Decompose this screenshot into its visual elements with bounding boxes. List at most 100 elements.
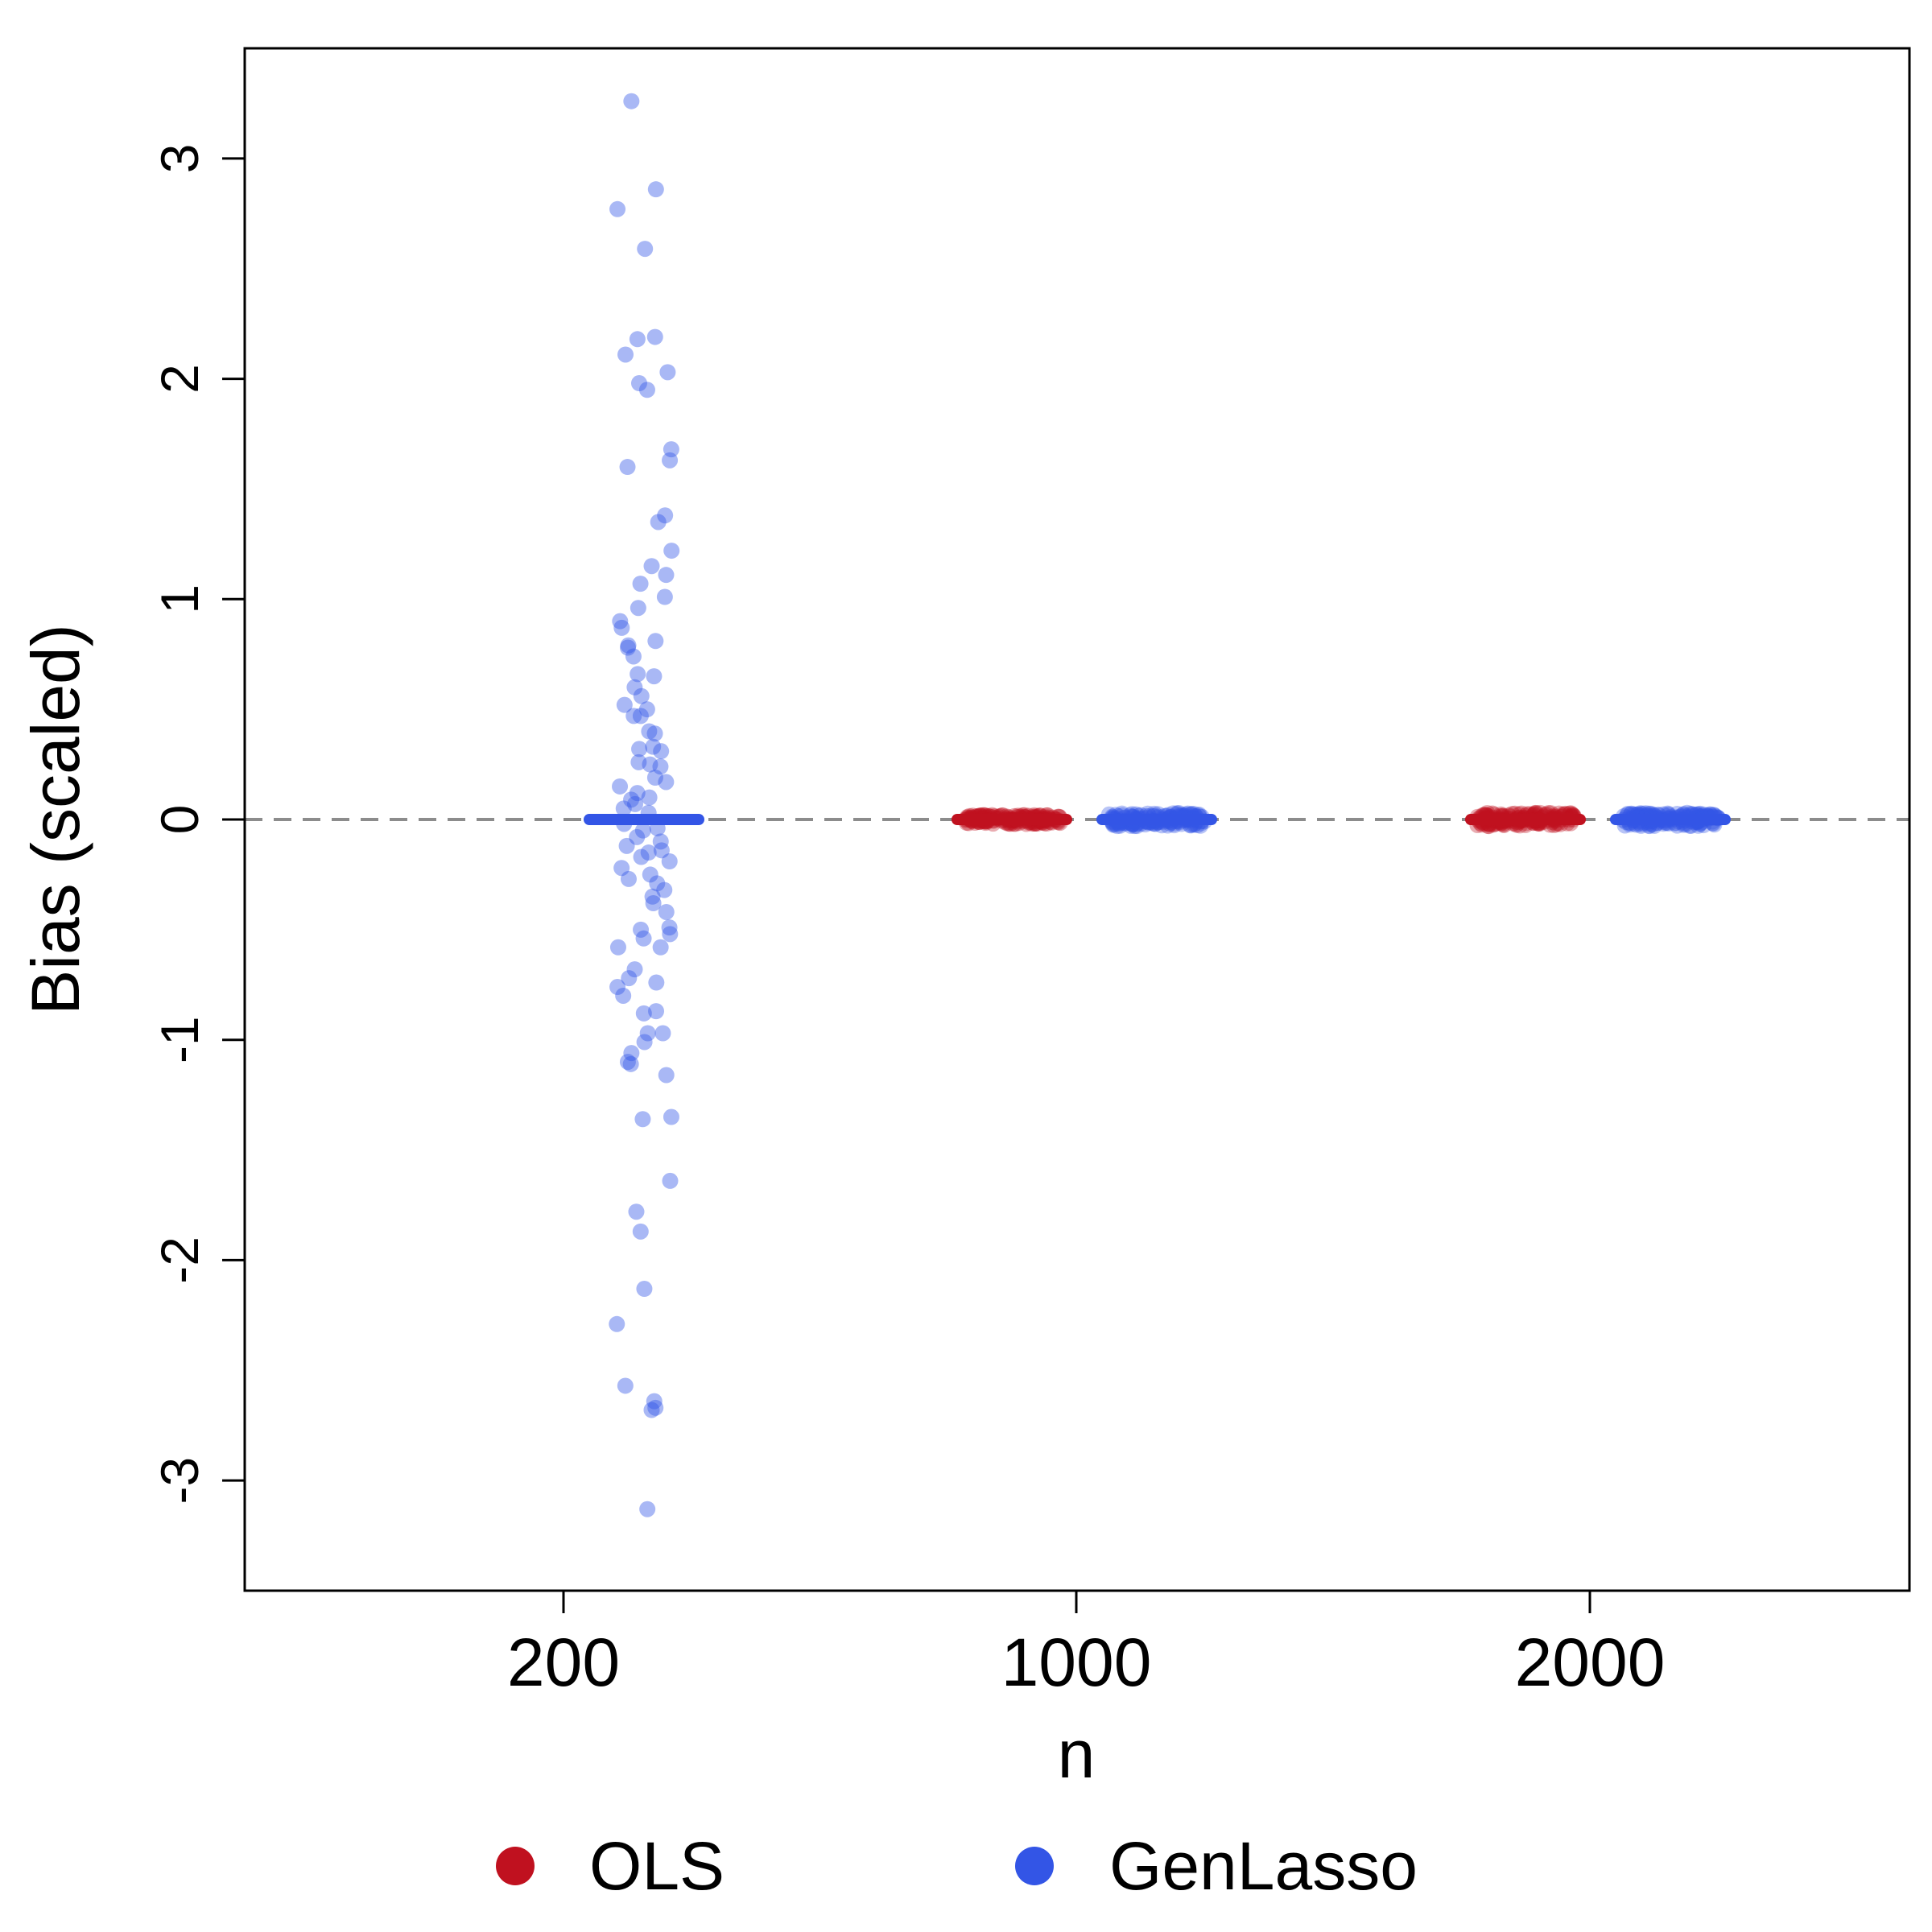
data-point: [634, 1111, 651, 1128]
data-point: [630, 666, 646, 683]
y-axis-title: Bias (scaled): [18, 624, 93, 1015]
data-point: [663, 1108, 679, 1125]
data-point: [639, 1025, 656, 1042]
data-point: [663, 543, 680, 559]
y-tick-label: 1: [150, 584, 209, 614]
data-point: [656, 588, 673, 605]
data-point: [656, 881, 673, 898]
data-point: [635, 1005, 652, 1022]
data-point: [612, 613, 629, 630]
data-point: [654, 1025, 671, 1042]
data-point: [612, 778, 629, 795]
data-point: [647, 633, 664, 650]
data-point: [629, 828, 646, 845]
data-point: [640, 844, 657, 861]
data-point: [645, 895, 662, 912]
x-tick-label: 200: [507, 1624, 620, 1700]
data-point: [626, 961, 643, 978]
data-point: [647, 1399, 664, 1416]
data-point: [629, 785, 646, 802]
legend: OLS GenLasso: [496, 1828, 1418, 1904]
data-point: [617, 346, 634, 363]
data-point: [609, 1315, 625, 1332]
data-point: [646, 769, 663, 786]
data-point: [638, 382, 655, 398]
data-point: [639, 1501, 656, 1517]
data-point: [637, 241, 654, 258]
data-point: [625, 648, 642, 665]
y-tick-label: 0: [150, 805, 209, 835]
data-point: [648, 1003, 665, 1020]
data-point: [646, 1393, 663, 1410]
data-point: [652, 939, 669, 956]
data-point: [653, 743, 670, 760]
data-point: [638, 701, 655, 718]
data-point: [646, 328, 663, 345]
y-tick-label: -1: [150, 1016, 209, 1063]
data-point: [623, 791, 640, 808]
data-point: [643, 558, 660, 575]
data-point: [619, 459, 636, 476]
data-point: [620, 637, 637, 654]
data-point: [631, 741, 648, 758]
data-point: [662, 1172, 679, 1189]
data-point: [632, 708, 649, 724]
data-point: [659, 364, 676, 381]
data-point: [615, 987, 632, 1004]
legend-label-genlasso: GenLasso: [1109, 1828, 1418, 1904]
data-point: [635, 930, 652, 947]
data-point: [641, 789, 658, 806]
data-point: [609, 200, 626, 217]
data-point: [645, 738, 662, 755]
data-point: [643, 1402, 660, 1418]
data-point: [644, 888, 661, 905]
data-point: [661, 853, 678, 870]
data-point: [619, 639, 636, 656]
data-point: [633, 921, 650, 938]
data-point: [609, 979, 626, 996]
data-point: [632, 1223, 649, 1240]
data-point: [630, 600, 646, 617]
data-point: [626, 795, 643, 812]
data-point: [642, 866, 658, 883]
data-point: [615, 800, 632, 817]
data-point: [626, 679, 643, 696]
data-point: [650, 514, 667, 530]
legend-label-ols: OLS: [589, 1828, 724, 1904]
x-axis-title: n: [1058, 1716, 1096, 1792]
data-point: [622, 1055, 639, 1072]
data-point: [658, 567, 675, 584]
data-point: [616, 696, 633, 713]
x-tick-label: 1000: [1001, 1624, 1152, 1700]
data-point: [629, 331, 646, 348]
data-point: [649, 875, 666, 892]
data-point: [646, 725, 663, 742]
data-point: [609, 939, 626, 956]
x-axis: 200 1000 2000: [507, 1591, 1665, 1700]
data-point: [652, 833, 669, 850]
y-tick-label: 3: [150, 143, 209, 173]
data-point: [662, 926, 679, 943]
data-point: [630, 375, 647, 392]
data-point: [636, 1281, 653, 1298]
data-point: [657, 507, 674, 524]
data-point: [648, 974, 665, 991]
data-point: [633, 848, 650, 865]
data-point: [617, 1377, 634, 1394]
data-points: [609, 93, 1727, 1517]
data-point: [623, 93, 640, 109]
data-point: [625, 708, 642, 724]
data-point: [653, 842, 670, 859]
data-point: [633, 687, 650, 704]
data-point: [634, 822, 651, 839]
data-point: [662, 452, 679, 469]
data-point: [661, 919, 678, 936]
legend-marker-ols: [496, 1847, 535, 1885]
data-point: [620, 870, 637, 887]
data-point: [658, 903, 675, 920]
y-tick-label: -2: [150, 1236, 209, 1284]
data-point: [632, 576, 649, 592]
data-point: [652, 758, 669, 775]
data-point: [613, 860, 630, 877]
data-point: [658, 774, 675, 791]
